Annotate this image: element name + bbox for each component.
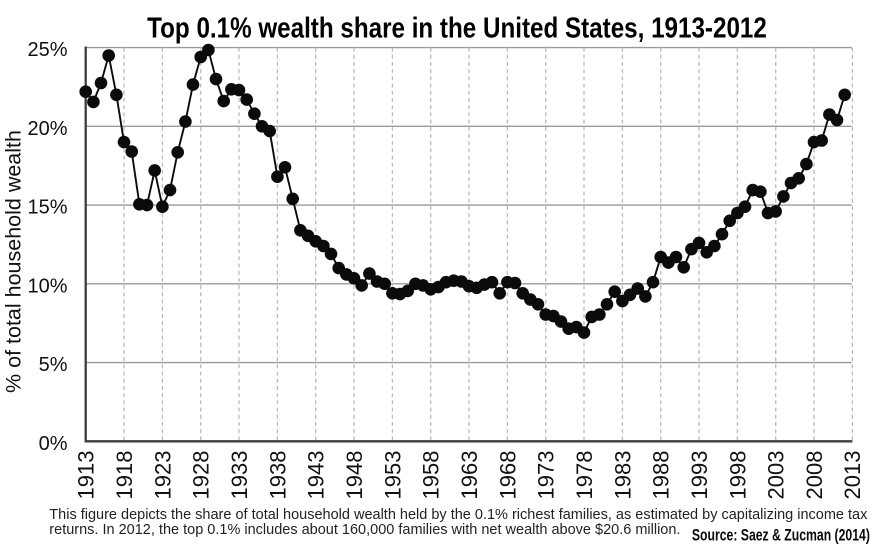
svg-text:1973: 1973 <box>534 451 559 500</box>
svg-text:1953: 1953 <box>380 451 405 500</box>
svg-text:This figure depicts the share: This figure depicts the share of total h… <box>49 507 868 523</box>
svg-text:1938: 1938 <box>265 451 290 500</box>
svg-text:5%: 5% <box>39 354 68 376</box>
svg-text:1933: 1933 <box>227 451 252 500</box>
svg-text:1968: 1968 <box>495 451 520 500</box>
svg-text:1963: 1963 <box>457 451 482 500</box>
svg-text:1928: 1928 <box>189 451 214 500</box>
svg-text:Top 0.1% wealth share in the U: Top 0.1% wealth share in the United Stat… <box>147 11 767 44</box>
svg-text:1943: 1943 <box>304 451 329 500</box>
svg-text:1998: 1998 <box>725 451 750 500</box>
svg-text:1948: 1948 <box>342 451 367 500</box>
svg-text:0%: 0% <box>39 433 68 455</box>
svg-text:returns. In 2012, the top 0.1%: returns. In 2012, the top 0.1% includes … <box>49 522 680 538</box>
svg-text:1988: 1988 <box>649 451 674 500</box>
svg-text:2003: 2003 <box>764 451 789 500</box>
svg-text:1983: 1983 <box>610 451 635 500</box>
svg-text:2013: 2013 <box>840 451 865 500</box>
svg-text:2008: 2008 <box>802 451 827 500</box>
svg-text:1918: 1918 <box>112 451 137 500</box>
svg-text:Source: Saez & Zucman (2014): Source: Saez & Zucman (2014) <box>692 527 870 545</box>
svg-text:1913: 1913 <box>74 451 99 500</box>
svg-text:25%: 25% <box>27 39 67 61</box>
svg-text:20%: 20% <box>27 118 67 140</box>
svg-text:% of total household wealth: % of total household wealth <box>2 130 26 393</box>
svg-text:15%: 15% <box>27 197 67 219</box>
svg-text:10%: 10% <box>27 275 67 297</box>
svg-text:1978: 1978 <box>572 451 597 500</box>
svg-text:1923: 1923 <box>150 451 175 500</box>
svg-text:1958: 1958 <box>419 451 444 500</box>
svg-text:1993: 1993 <box>687 451 712 500</box>
